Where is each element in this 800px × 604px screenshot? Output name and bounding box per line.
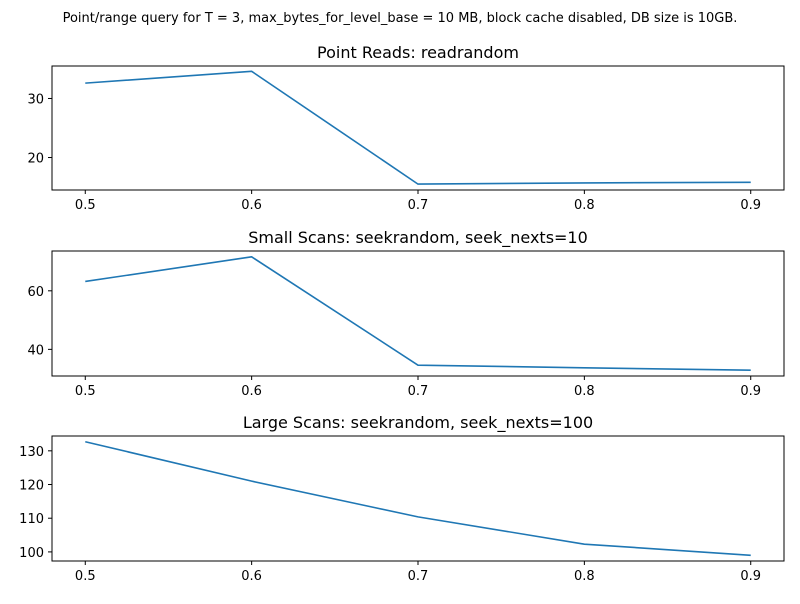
y-tick-label: 130: [19, 445, 44, 460]
series-line: [85, 70, 751, 185]
subplot-title: Small Scans: seekrandom, seek_nexts=10: [248, 228, 588, 248]
x-tick-label: 0.7: [408, 569, 429, 584]
x-tick-label: 0.9: [740, 384, 761, 399]
y-tick-label: 60: [27, 285, 44, 300]
figure-suptitle: Point/range query for T = 3, max_bytes_f…: [63, 11, 738, 26]
subplot-title: Large Scans: seekrandom, seek_nexts=100: [243, 413, 593, 433]
x-tick-label: 0.5: [75, 384, 96, 399]
y-tick-label: 110: [19, 512, 44, 527]
y-tick-label: 40: [27, 343, 44, 358]
x-tick-label: 0.8: [574, 569, 595, 584]
x-tick-label: 0.6: [241, 384, 262, 399]
axes-frame: [51, 65, 785, 191]
x-tick-label: 0.8: [574, 384, 595, 399]
x-tick-label: 0.5: [75, 569, 96, 584]
y-tick-label: 20: [27, 152, 44, 167]
x-tick-label: 0.6: [241, 569, 262, 584]
subplot-title: Point Reads: readrandom: [317, 43, 519, 62]
series-line: [85, 256, 751, 371]
x-tick-label: 0.6: [241, 198, 262, 213]
y-tick-label: 30: [27, 92, 44, 107]
y-tick-label: 120: [19, 479, 44, 494]
x-tick-label: 0.7: [408, 384, 429, 399]
x-tick-label: 0.7: [408, 198, 429, 213]
subplot-1: Point Reads: readrandom 0.5 0.6 0.7 0.8 0.9 20…: [27, 43, 785, 213]
subplot-2: Small Scans: seekrandom, seek_nexts=10 0.…: [27, 228, 785, 399]
y-tick-label: 100: [19, 546, 44, 561]
subplot-3: Large Scans: seekrandom, seek_nexts=100 0…: [19, 413, 785, 584]
x-tick-label: 0.5: [75, 198, 96, 213]
x-tick-label: 0.8: [574, 198, 595, 213]
series-line: [85, 440, 751, 557]
x-tick-label: 0.9: [740, 198, 761, 213]
x-tick-label: 0.9: [740, 569, 761, 584]
axes-frame: [51, 435, 785, 562]
